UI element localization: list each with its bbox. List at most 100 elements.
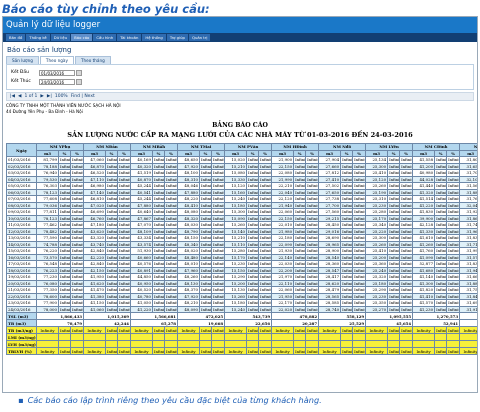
menu-item[interactable]: Cấu hình	[93, 34, 117, 41]
cell-pct: Infinity	[387, 299, 401, 307]
cell-pct: Infinity	[305, 234, 320, 242]
table-row: 03/03/201676,940InfinityInfinity46,520In…	[6, 169, 477, 177]
summary-cell	[271, 333, 295, 341]
menu-item[interactable]: Hệ thống	[142, 34, 166, 41]
cell-pct: Infinity	[293, 273, 307, 281]
cell-pct: Infinity	[305, 175, 320, 183]
tab-1[interactable]: Theo ngày	[39, 56, 74, 64]
prev-page-icon[interactable]: ◀	[17, 94, 22, 99]
cell-pct: Infinity	[258, 214, 273, 222]
cell-pct: Infinity	[340, 286, 354, 294]
cell-pct: Infinity	[211, 208, 226, 216]
summary-value: 1,566,681	[130, 312, 179, 320]
cell-pct: Infinity	[70, 214, 84, 222]
cell-pct: Infinity	[434, 182, 448, 190]
cell-pct: Infinity	[387, 286, 401, 294]
cell-pct: Infinity	[70, 208, 84, 216]
cell-pct: Infinity	[211, 162, 226, 170]
cell-pct: Infinity	[352, 266, 367, 274]
summary-cell: Infinity	[258, 326, 273, 334]
summary-value: 42,244	[82, 319, 132, 327]
summary-cell: Infinity	[318, 326, 342, 334]
summary-cell	[199, 333, 213, 341]
menu-item[interactable]: Thống kê	[26, 34, 50, 41]
cell-pct: Infinity	[164, 240, 179, 248]
cell-pct: Infinity	[258, 292, 273, 300]
summary-cell	[305, 333, 320, 341]
cell-pct: Infinity	[246, 292, 260, 300]
menu-bar: Bản đồ Thống kê Dữ liệu Báo cáo Cấu hình Tài …	[3, 33, 477, 42]
menu-item[interactable]: Bản đồ	[6, 34, 26, 41]
from-date-input[interactable]: 01/03/2016	[39, 69, 75, 76]
summary-cell: Infinity	[152, 326, 166, 334]
cell-pct: Infinity	[434, 195, 448, 203]
cell-pct: Infinity	[199, 266, 213, 274]
cell-pct: Infinity	[246, 169, 260, 177]
tab-2[interactable]: Theo tháng	[74, 56, 111, 64]
cell-pct: Infinity	[58, 182, 71, 190]
cell-pct: Infinity	[387, 195, 401, 203]
cell-pct: Infinity	[58, 234, 71, 242]
cell-pct: Infinity	[305, 162, 320, 170]
summary-cell	[224, 340, 248, 348]
last-page-icon[interactable]: ▶|	[46, 94, 52, 99]
summary-cell	[36, 340, 59, 348]
summary-cell	[434, 340, 448, 348]
cell-pct: Infinity	[199, 227, 213, 235]
cell-pct: Infinity	[116, 201, 132, 209]
summary-value: 558,129	[318, 312, 367, 320]
to-date-input[interactable]: 24/03/2016	[39, 78, 75, 85]
cell-pct: Infinity	[305, 195, 320, 203]
summary-cell	[258, 333, 273, 341]
summary-cell: Infinity	[305, 326, 320, 334]
cell-pct: Infinity	[387, 208, 401, 216]
cell-pct: Infinity	[305, 305, 320, 313]
cell-pct: Infinity	[387, 221, 401, 229]
cell-pct: Infinity	[258, 286, 273, 294]
cell-pct: Infinity	[152, 273, 166, 281]
cell-pct: Infinity	[152, 292, 166, 300]
first-page-icon[interactable]: |◀	[10, 94, 15, 99]
summary-cell: Infinity	[105, 347, 118, 355]
cell-pct: Infinity	[293, 162, 307, 170]
cell-pct: Infinity	[246, 188, 260, 196]
cell-pct: Infinity	[340, 221, 354, 229]
table-row: 06/03/201678,123InfinityInfinity47,140In…	[6, 188, 477, 196]
summary-cell	[58, 333, 71, 341]
menu-item[interactable]: Tài khoản	[117, 34, 142, 41]
cell-pct: Infinity	[116, 273, 132, 281]
cell-pct: Infinity	[446, 182, 461, 190]
cell-pct: Infinity	[116, 299, 132, 307]
calendar-icon[interactable]	[76, 78, 82, 85]
menu-item[interactable]: Trợ giúp	[166, 34, 188, 41]
tab-0[interactable]: Sản lượng	[6, 56, 39, 64]
next-page-icon[interactable]: ▶	[40, 94, 44, 99]
cell-pct: Infinity	[434, 234, 448, 242]
cell-pct: Infinity	[387, 292, 401, 300]
cell-pct: Infinity	[434, 273, 448, 281]
summary-value: 1,866,433	[36, 312, 84, 320]
menu-item[interactable]: Báo cáo	[71, 34, 93, 41]
cell-pct: Infinity	[58, 162, 71, 170]
cell-pct: Infinity	[199, 201, 213, 209]
zoom-select[interactable]: 100%	[54, 94, 68, 99]
bullet-icon: ▪	[18, 395, 24, 405]
yellow-summary-row: LMI (m3/ng)	[6, 333, 477, 341]
cell-pct: Infinity	[446, 221, 461, 229]
table-row: 13/03/201677,590InfinityInfinity43,320In…	[6, 234, 477, 242]
find-link[interactable]: Find | Next	[70, 94, 95, 99]
menu-item[interactable]: Quản trị	[188, 34, 211, 41]
summary-cell	[305, 340, 320, 348]
menu-item[interactable]: Dữ liệu	[50, 34, 71, 41]
cell-pct: Infinity	[164, 195, 179, 203]
cell-pct: Infinity	[211, 240, 226, 248]
summary-cell	[340, 340, 354, 348]
cell-pct: Infinity	[352, 227, 367, 235]
cell-pct: Infinity	[352, 188, 367, 196]
cell-pct: Infinity	[387, 214, 401, 222]
cell-pct: Infinity	[352, 234, 367, 242]
calendar-icon[interactable]	[76, 69, 82, 76]
summary-label: LVH (m3/ng)	[6, 340, 37, 348]
summary-cell	[36, 333, 59, 341]
cell-pct: Infinity	[70, 182, 84, 190]
